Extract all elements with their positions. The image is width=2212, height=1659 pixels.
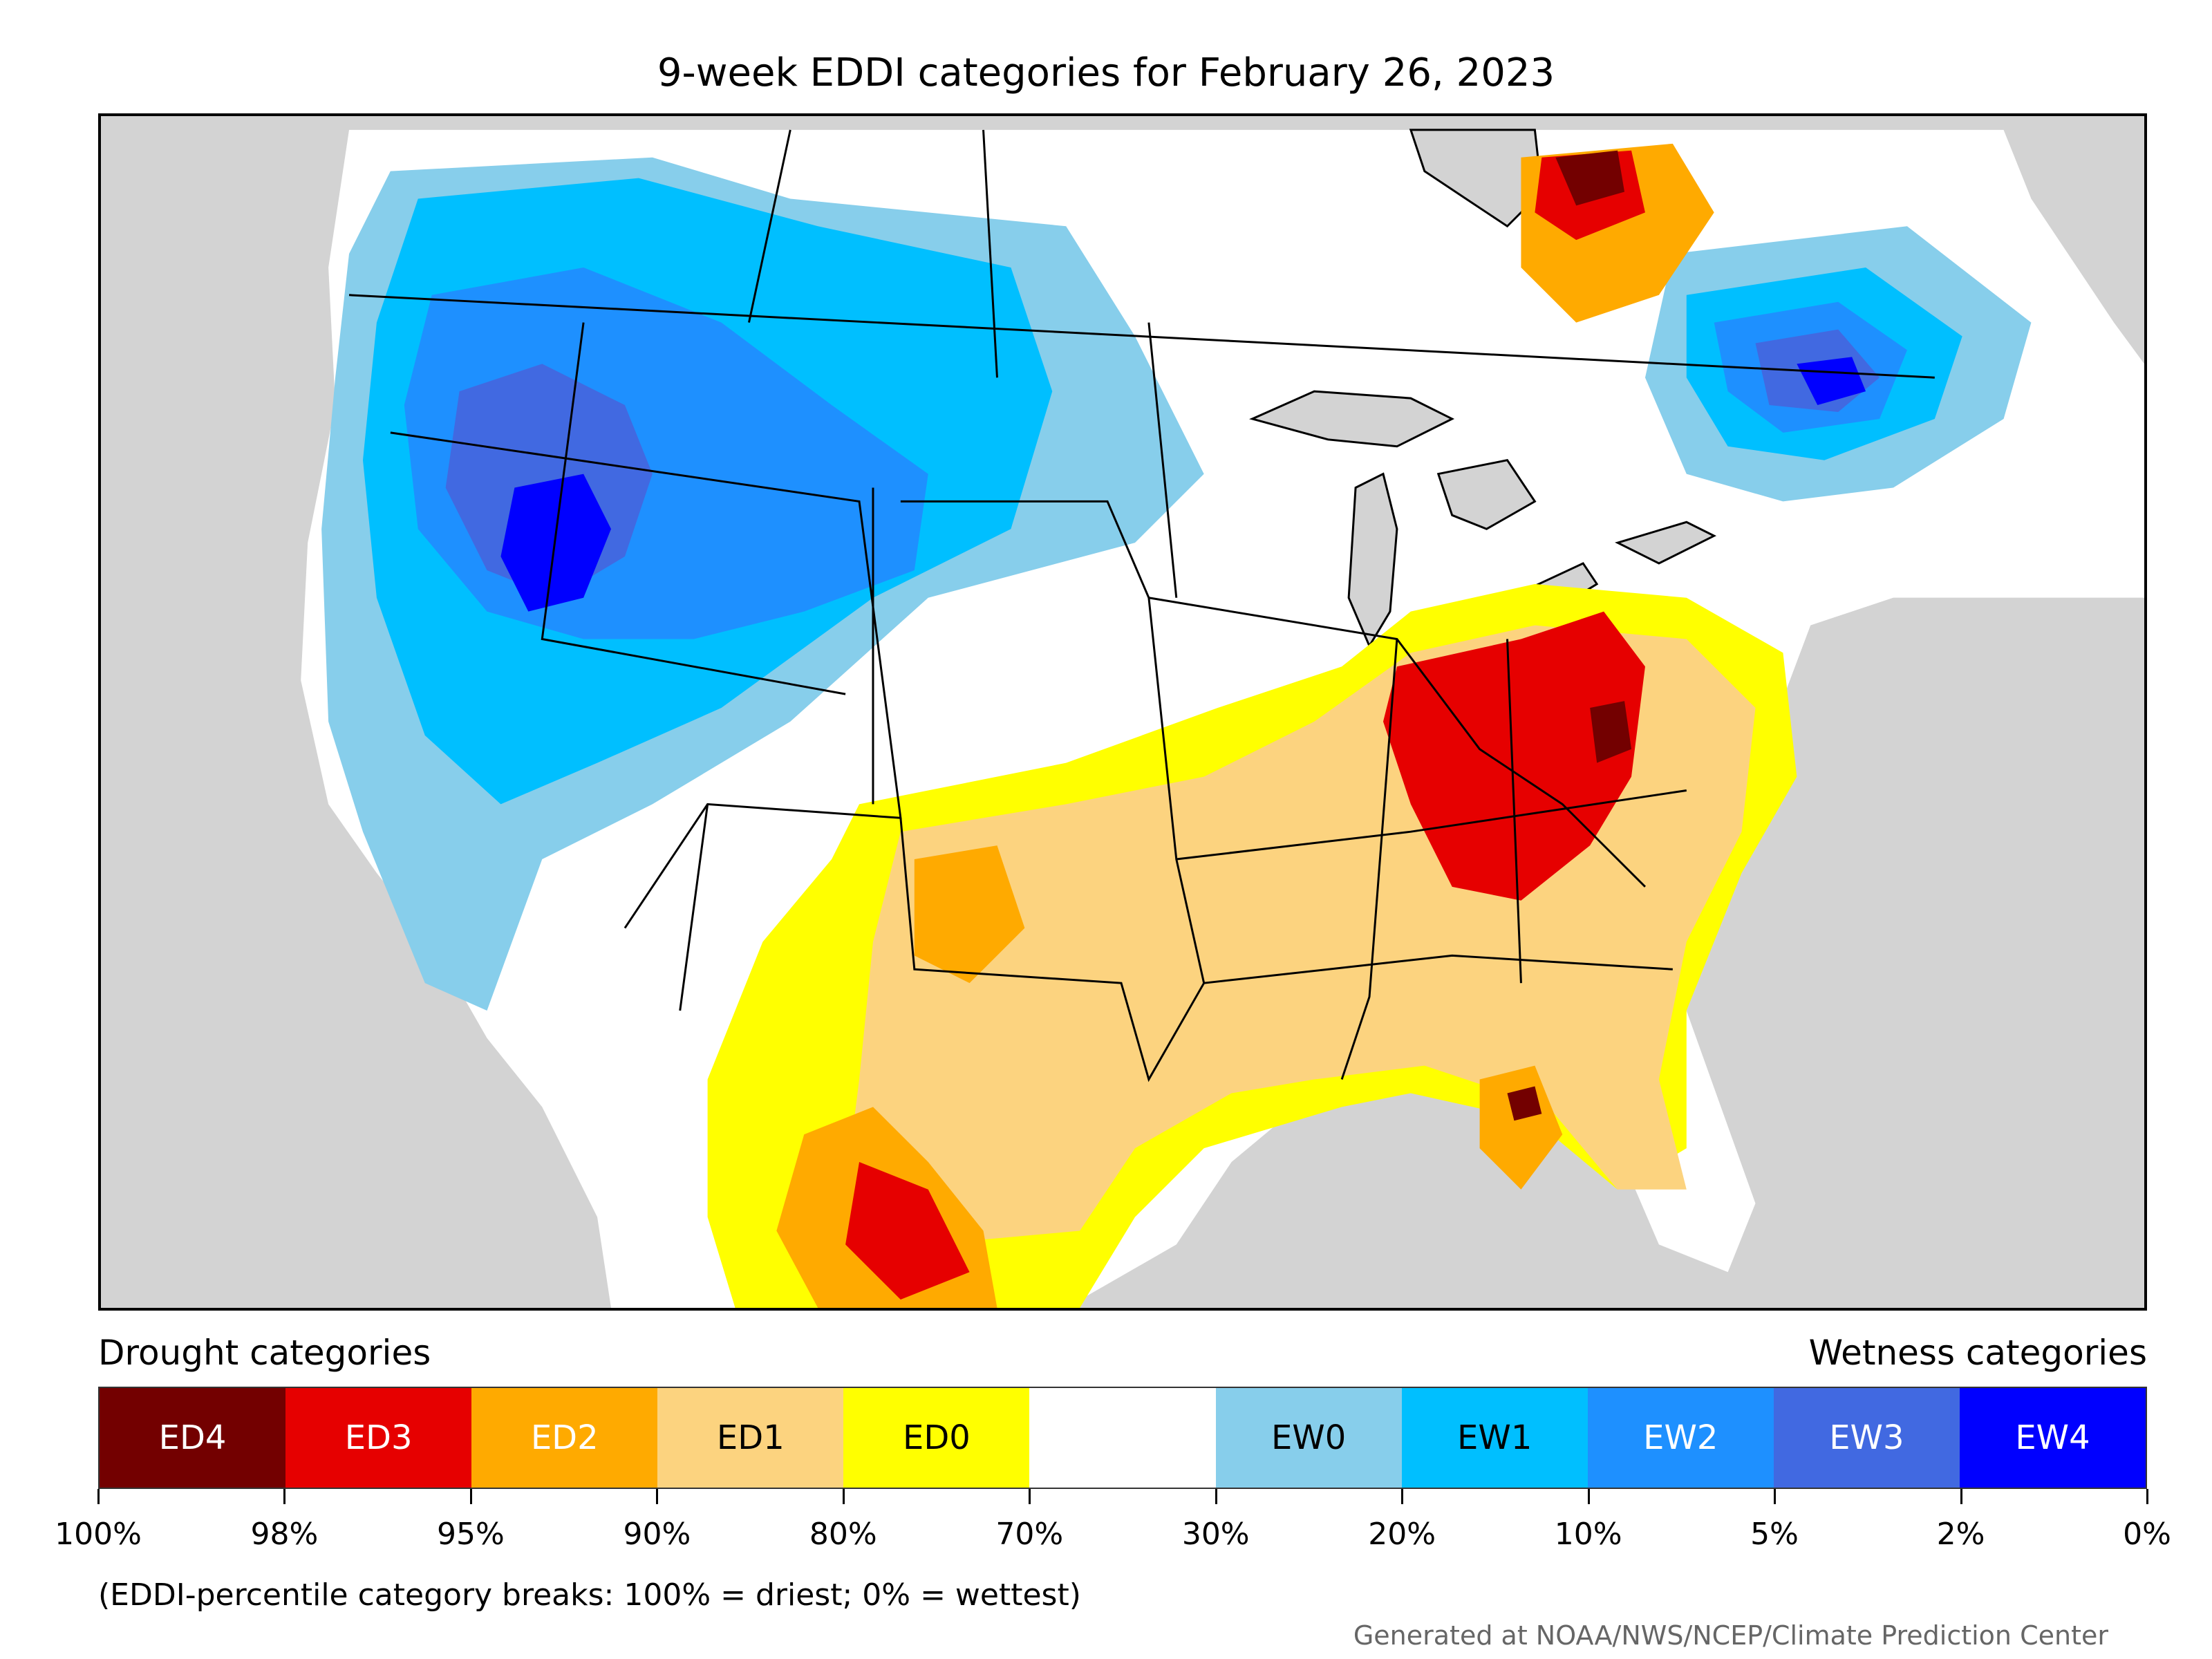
colorbar-ticks [97, 1489, 2148, 1506]
colorbar-tick [842, 1489, 845, 1504]
atlantic-ocean [1686, 597, 2144, 1308]
colorbar-tick [1029, 1489, 1031, 1504]
legend-cell-ew1: EW1 [1401, 1388, 1588, 1488]
legend-cell-ed3: ED3 [285, 1388, 472, 1488]
colorbar-tick [1215, 1489, 1217, 1504]
wetness-categories-title: Wetness categories [1808, 1333, 2147, 1373]
category-colorbar: ED4 ED3 ED2 ED1 ED0 EW0 EW1 EW2 EW3 EW4 [98, 1387, 2147, 1489]
legend-cell-ed0: ED0 [843, 1388, 1030, 1488]
legend-cell-ew2: EW2 [1587, 1388, 1774, 1488]
colorbar-tick [1960, 1489, 1962, 1504]
colorbar-tick [1401, 1489, 1404, 1504]
colorbar-tick-label: 10% [1554, 1517, 1622, 1552]
credit-line: Generated at NOAA/NWS/NCEP/Climate Predi… [1353, 1620, 2108, 1651]
colorbar-tick-label: 30% [1181, 1517, 1250, 1552]
colorbar-tick [2146, 1489, 2148, 1504]
colorbar-tick-label: 5% [1750, 1517, 1799, 1552]
drought-categories-title: Drought categories [98, 1333, 431, 1373]
colorbar-tick-label: 98% [250, 1517, 319, 1552]
colorbar-tick-label: 0% [2123, 1517, 2171, 1552]
hudson-bay [1409, 129, 1543, 228]
colorbar-tick-label: 2% [1936, 1517, 1985, 1552]
eddi-map [98, 113, 2147, 1311]
colorbar-tick [1774, 1489, 1777, 1504]
map-title: 9-week EDDI categories for February 26, … [657, 50, 1555, 95]
legend-cell-neutral [1029, 1388, 1216, 1488]
colorbar-tick [97, 1489, 100, 1504]
colorbar-tick [656, 1489, 659, 1504]
colorbar-tick-label: 100% [55, 1517, 142, 1552]
colorbar-tick-label: 95% [437, 1517, 505, 1552]
colorbar-tick-label: 90% [623, 1517, 691, 1552]
legend-cell-ew4: EW4 [1959, 1388, 2146, 1488]
colorbar-tick-label: 70% [995, 1517, 1064, 1552]
legend-cell-ed4: ED4 [100, 1388, 286, 1488]
boundaries [348, 129, 1935, 1082]
colorbar-tick-label: 20% [1368, 1517, 1436, 1552]
great-lakes [1249, 390, 1717, 648]
colorbar-tick-label: 80% [809, 1517, 877, 1552]
colorbar-tick [469, 1489, 472, 1504]
map-canvas [301, 129, 2144, 1308]
legend-cell-ed1: ED1 [657, 1388, 844, 1488]
category-note: (EDDI-percentile category breaks: 100% =… [98, 1577, 1081, 1613]
colorbar-tick [283, 1489, 286, 1504]
legend-cell-ew0: EW0 [1215, 1388, 1402, 1488]
legend-cell-ew3: EW3 [1773, 1388, 1960, 1488]
colorbar-tick [1587, 1489, 1590, 1504]
wetness-zones [321, 157, 2032, 1011]
legend-cell-ed2: ED2 [471, 1388, 658, 1488]
